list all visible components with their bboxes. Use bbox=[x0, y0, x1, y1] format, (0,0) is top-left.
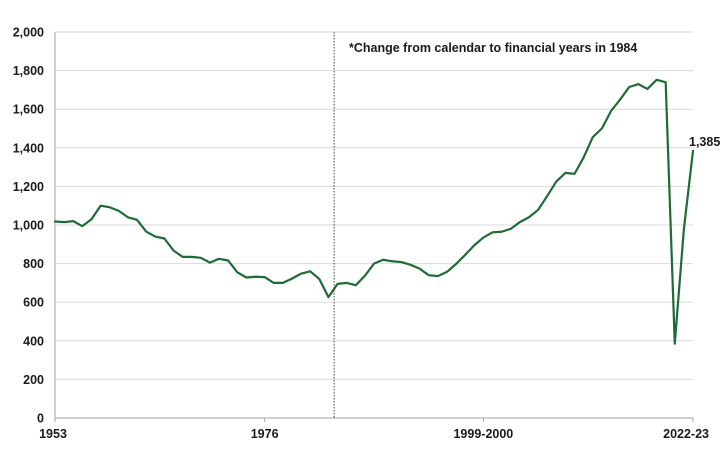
data-point bbox=[273, 282, 275, 284]
data-point bbox=[345, 282, 347, 284]
data-point bbox=[227, 259, 229, 261]
data-point bbox=[54, 220, 56, 222]
data-point bbox=[619, 98, 621, 100]
data-line bbox=[53, 78, 695, 345]
data-point bbox=[692, 149, 694, 151]
y-tick-label: 1,600 bbox=[13, 103, 44, 117]
data-point bbox=[327, 296, 329, 298]
data-point bbox=[145, 230, 147, 232]
x-tick-label: 2022-23 bbox=[663, 427, 709, 441]
data-point bbox=[537, 209, 539, 211]
data-point bbox=[646, 88, 648, 90]
data-point bbox=[491, 231, 493, 233]
data-point bbox=[282, 282, 284, 284]
data-point bbox=[418, 267, 420, 269]
data-point bbox=[154, 235, 156, 237]
data-point bbox=[191, 256, 193, 258]
data-point bbox=[592, 136, 594, 138]
data-point bbox=[500, 231, 502, 233]
data-point bbox=[81, 225, 83, 227]
data-point bbox=[181, 256, 183, 258]
data-point bbox=[118, 210, 120, 212]
data-point bbox=[254, 276, 256, 278]
data-point bbox=[546, 195, 548, 197]
data-point bbox=[72, 220, 74, 222]
data-point bbox=[628, 86, 630, 88]
data-point bbox=[373, 262, 375, 264]
y-tick-label: 200 bbox=[23, 373, 44, 387]
data-point bbox=[382, 259, 384, 261]
y-tick-label: 1,400 bbox=[13, 141, 44, 155]
y-tick-label: 600 bbox=[23, 296, 44, 310]
data-point bbox=[99, 205, 101, 207]
data-point bbox=[601, 127, 603, 129]
data-point bbox=[245, 276, 247, 278]
data-point bbox=[336, 283, 338, 285]
data-point bbox=[409, 264, 411, 266]
data-point bbox=[455, 263, 457, 265]
series-line bbox=[53, 78, 695, 345]
data-point bbox=[683, 228, 685, 230]
data-point bbox=[427, 274, 429, 276]
y-tick-label: 2,000 bbox=[13, 26, 44, 40]
end-value-label: 1,385 bbox=[689, 135, 720, 149]
data-point bbox=[172, 249, 174, 251]
gridlines bbox=[55, 31, 693, 380]
data-point bbox=[318, 278, 320, 280]
data-point bbox=[573, 173, 575, 175]
data-point bbox=[63, 221, 65, 223]
data-point bbox=[473, 244, 475, 246]
data-point bbox=[355, 284, 357, 286]
data-point bbox=[674, 342, 676, 344]
y-tick-label: 1,200 bbox=[13, 180, 44, 194]
data-point bbox=[400, 261, 402, 263]
data-point bbox=[437, 275, 439, 277]
data-point bbox=[218, 258, 220, 260]
data-point bbox=[446, 271, 448, 273]
data-point bbox=[655, 79, 657, 81]
data-point bbox=[391, 260, 393, 262]
y-axis-tick-labels: 0 200 400 600 800 1,000 1,200 1,400 1,600 1,800 2,… bbox=[13, 26, 44, 426]
data-point bbox=[200, 257, 202, 259]
x-axis: 1953 1976 1999-2000 2022-23 bbox=[39, 32, 709, 441]
data-point bbox=[582, 156, 584, 158]
x-tick-label: 1976 bbox=[251, 427, 279, 441]
y-tick-label: 1,000 bbox=[13, 219, 44, 233]
data-point bbox=[364, 275, 366, 277]
data-point bbox=[482, 236, 484, 238]
data-point bbox=[90, 218, 92, 220]
data-point bbox=[209, 261, 211, 263]
data-point bbox=[464, 254, 466, 256]
data-point bbox=[519, 221, 521, 223]
y-tick-label: 400 bbox=[23, 334, 44, 348]
data-point bbox=[291, 277, 293, 279]
data-point bbox=[555, 180, 557, 182]
data-point bbox=[136, 219, 138, 221]
x-tick-label: 1999-2000 bbox=[453, 427, 513, 441]
data-point bbox=[564, 172, 566, 174]
y-tick-label: 800 bbox=[23, 257, 44, 271]
y-tick-label: 1,800 bbox=[13, 64, 44, 78]
data-point bbox=[610, 110, 612, 112]
data-point bbox=[163, 237, 165, 239]
data-point bbox=[309, 270, 311, 272]
data-point bbox=[236, 271, 238, 273]
data-point bbox=[637, 83, 639, 85]
data-point bbox=[664, 81, 666, 83]
data-point bbox=[528, 216, 530, 218]
data-point bbox=[263, 276, 265, 278]
data-point bbox=[108, 206, 110, 208]
y-tick-label: 0 bbox=[37, 412, 44, 426]
data-point bbox=[127, 216, 129, 218]
data-point bbox=[510, 228, 512, 230]
x-tick-label: 1953 bbox=[39, 427, 67, 441]
chart-annotation: *Change from calendar to financial years… bbox=[349, 41, 637, 55]
data-point bbox=[300, 272, 302, 274]
